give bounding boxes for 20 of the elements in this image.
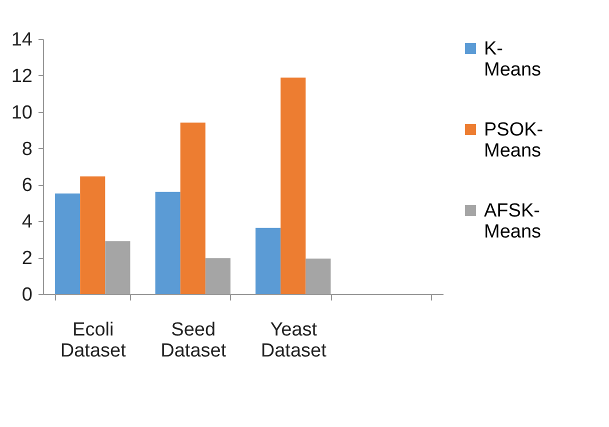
y-tick-label: 0	[22, 284, 32, 306]
bar	[280, 78, 306, 294]
bar	[256, 228, 281, 294]
legend-label: K-Means	[484, 38, 542, 80]
x-tick-label: Seed Dataset	[160, 320, 227, 362]
x-tick-label: Yeast Dataset	[260, 320, 328, 362]
y-tick-label: 14	[11, 30, 33, 50]
y-tick-label: 4	[22, 212, 33, 233]
x-tick-label: Ecoli Dataset	[60, 320, 127, 362]
bar	[155, 192, 180, 294]
y-tick-label: 6	[22, 175, 32, 196]
bar	[55, 193, 80, 294]
y-tick-label: 12	[11, 66, 32, 87]
bar	[80, 176, 106, 294]
y-tick-label: 10	[11, 102, 32, 124]
legend-label: PSOK-Means	[484, 120, 544, 162]
y-tick-label: 8	[22, 138, 32, 160]
legend-label: AFSK-Means	[484, 200, 542, 242]
bar	[180, 122, 206, 294]
y-tick-label: 2	[22, 248, 32, 270]
